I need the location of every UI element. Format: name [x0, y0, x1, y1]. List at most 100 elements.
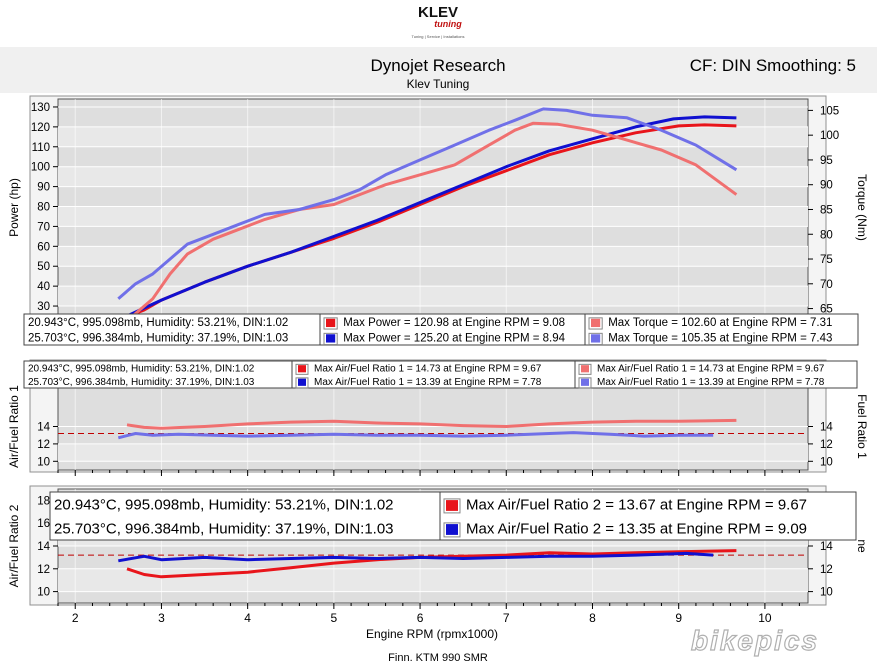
y-tick-label: 10 [37, 587, 50, 599]
y-tick-label: 50 [37, 261, 50, 273]
y2-tick-label: 12 [820, 564, 833, 576]
klev-logo: KLEV tuning Tuning | Service | Installat… [411, 4, 464, 39]
grid-band [58, 443, 808, 462]
x-axis-label: Engine RPM (rpmx1000) [366, 627, 498, 641]
cf-label: CF: DIN Smoothing: 5 [690, 56, 856, 75]
legend-conditions: 20.943°C, 995.098mb, Humidity: 53.21%, D… [28, 363, 255, 374]
logo-text: KLEV [418, 4, 458, 21]
grid-band [58, 206, 808, 227]
y-tick-label: 10 [37, 456, 50, 468]
legend: 20.943°C, 995.098mb, Humidity: 53.21%, D… [23, 360, 858, 389]
y-tick-label: 90 [37, 182, 50, 194]
legend-value: Max Air/Fuel Ratio 2 = 13.35 at Engine R… [466, 520, 807, 537]
series-line [130, 121, 738, 316]
y-tick-label: 40 [37, 281, 50, 293]
grid-band [58, 568, 808, 592]
grid-band [58, 166, 808, 187]
chart-caption: Finn. KTM 990 SMR [388, 652, 488, 664]
x-tick-label: 6 [417, 611, 424, 625]
y-tick-label: 12 [37, 564, 50, 576]
grid-band [58, 286, 808, 307]
y2-tick-label: 95 [820, 155, 833, 167]
legend-value: Max Torque = 105.35 at Engine RPM = 7.43 [608, 332, 832, 344]
legend-swatch [298, 378, 306, 386]
legend-value: Max Air/Fuel Ratio 1 = 14.73 at Engine R… [597, 363, 825, 374]
x-tick-label: 10 [758, 611, 772, 625]
y2-tick-label: 65 [820, 304, 833, 316]
legend-swatch [446, 524, 458, 535]
legend-value: Max Air/Fuel Ratio 2 = 13.67 at Engine R… [466, 496, 807, 513]
grid-band [58, 246, 808, 267]
y2-tick-label: 80 [820, 229, 833, 241]
chart-title: Dynojet Research [370, 56, 505, 75]
x-tick-label: 9 [675, 611, 682, 625]
series-line [117, 107, 738, 300]
x-tick-label: 7 [503, 611, 510, 625]
legend-box [23, 360, 858, 389]
legend-swatch [581, 378, 589, 386]
panel-power-torque: 30 40 50 60 70 80 90 100 110 120 130 65 70 75 80 85 90 95… [7, 95, 869, 346]
y-tick-label: 80 [37, 202, 50, 214]
legend-swatch [591, 334, 601, 343]
legend: 20.943°C, 995.098mb, Humidity: 53.21%, D… [23, 313, 859, 346]
legend-conditions: 20.943°C, 995.098mb, Humidity: 53.21%, D… [28, 317, 288, 329]
legend-value: Max Power = 125.20 at Engine RPM = 8.94 [343, 332, 565, 344]
y2-tick-label: 90 [820, 180, 833, 192]
y-tick-label: 14 [37, 541, 50, 553]
y-tick-label: 16 [37, 518, 50, 530]
x-tick-label: 4 [244, 611, 251, 625]
chart-subtitle: Klev Tuning [407, 77, 470, 91]
x-tick-label: 2 [72, 611, 79, 625]
legend-conditions: 20.943°C, 995.098mb, Humidity: 53.21%, D… [54, 496, 394, 513]
y-tick-label: 110 [32, 142, 50, 154]
x-tick-label: 8 [589, 611, 596, 625]
y-axis-label: Air/Fuel Ratio 1 [7, 385, 21, 468]
logo-tagline: Tuning | Service | Installations [411, 34, 464, 39]
panel-afr1: 10 12 14 10 12 14 Air/Fuel Ratio 1 Fuel Ratio 1… [7, 359, 869, 476]
series-line [126, 418, 737, 430]
y-axis-label: Air/Fuel Ratio 2 [7, 504, 21, 587]
y-tick-label: 130 [31, 102, 50, 114]
y2-axis-label: Torque (Nm) [855, 174, 869, 241]
y-tick-label: 100 [31, 162, 50, 174]
legend-conditions: 25.703°C, 996.384mb, Humidity: 37.19%, D… [54, 520, 394, 537]
title-bar [0, 47, 877, 93]
y2-tick-label: 105 [820, 105, 839, 117]
y-tick-label: 70 [37, 221, 50, 233]
y-tick-label: 120 [31, 122, 50, 134]
y2-tick-label: 14 [820, 541, 833, 553]
logo-script: tuning [434, 19, 462, 29]
y-tick-label: 60 [37, 241, 50, 253]
legend-value: Max Air/Fuel Ratio 1 = 14.73 at Engine R… [314, 363, 542, 374]
legend-swatch [326, 318, 336, 328]
y-tick-label: 30 [37, 301, 50, 313]
y-tick-label: 14 [37, 422, 50, 434]
legend-value: Max Air/Fuel Ratio 1 = 13.39 at Engine R… [314, 377, 542, 388]
y2-tick-label: 85 [820, 204, 833, 216]
legend-value: Max Power = 120.98 at Engine RPM = 9.08 [343, 317, 565, 329]
legend-value: Max Air/Fuel Ratio 1 = 13.39 at Engine R… [597, 377, 825, 388]
y2-tick-label: 10 [820, 587, 833, 599]
legend-value: Max Torque = 102.60 at Engine RPM = 7.31 [608, 317, 832, 329]
y2-tick-label: 14 [820, 422, 833, 434]
x-tick-label: 5 [331, 611, 338, 625]
legend-swatch [326, 334, 336, 343]
series-line [118, 551, 714, 563]
legend-swatch [591, 318, 601, 328]
y-axis-label: Power (hp) [7, 178, 21, 237]
y2-tick-label: 70 [820, 279, 833, 291]
legend-box [23, 313, 859, 346]
legend-swatch [446, 500, 458, 511]
legend-swatch [581, 365, 589, 373]
y2-axis-label: ne [855, 539, 869, 553]
y2-tick-label: 75 [820, 254, 833, 266]
panel-afr2: 10121416181012141618Air/Fuel Ratio 2ne20… [7, 485, 869, 609]
bikepics-watermark: bikepics [691, 625, 819, 656]
legend-swatch [298, 365, 306, 373]
series-line [117, 431, 714, 440]
y2-tick-label: 12 [820, 439, 833, 451]
y-tick-label: 12 [37, 439, 50, 451]
y2-tick-label: 10 [820, 456, 833, 468]
y2-axis-label: Fuel Ratio 1 [855, 394, 869, 459]
